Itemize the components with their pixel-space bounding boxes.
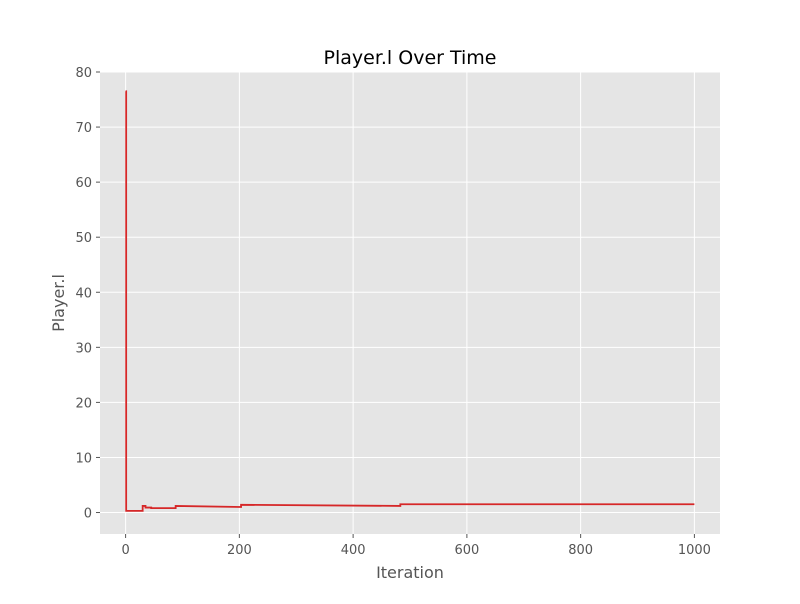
y-axis-label: Player.l [49, 274, 68, 332]
series-line [125, 90, 695, 512]
y-tick-label: 40 [75, 286, 92, 301]
x-tick-label: 200 [227, 543, 252, 558]
x-tick-label: 400 [341, 543, 366, 558]
x-axis-label: Iteration [376, 563, 444, 582]
y-tick-label: 0 [84, 507, 92, 522]
x-tick-label: 800 [568, 543, 593, 558]
plot-area [100, 72, 720, 534]
axis-ticks: 0 200 400 600 800 1000 0 10 20 30 40 50 60 70 80 [75, 66, 710, 558]
x-tick-label: 1000 [678, 543, 711, 558]
y-tick-label: 60 [75, 176, 92, 191]
series-layer [125, 90, 695, 512]
y-tick-label: 30 [75, 341, 92, 356]
y-tick-label: 50 [75, 231, 92, 246]
x-tick-label: 600 [454, 543, 479, 558]
y-tick-label: 80 [75, 66, 92, 81]
y-tick-label: 10 [75, 451, 92, 466]
y-tick-label: 20 [75, 396, 92, 411]
chart-title: Player.l Over Time [324, 47, 497, 69]
y-tick-label: 70 [75, 121, 92, 136]
x-tick-label: 0 [121, 543, 129, 558]
grid [100, 71, 720, 534]
